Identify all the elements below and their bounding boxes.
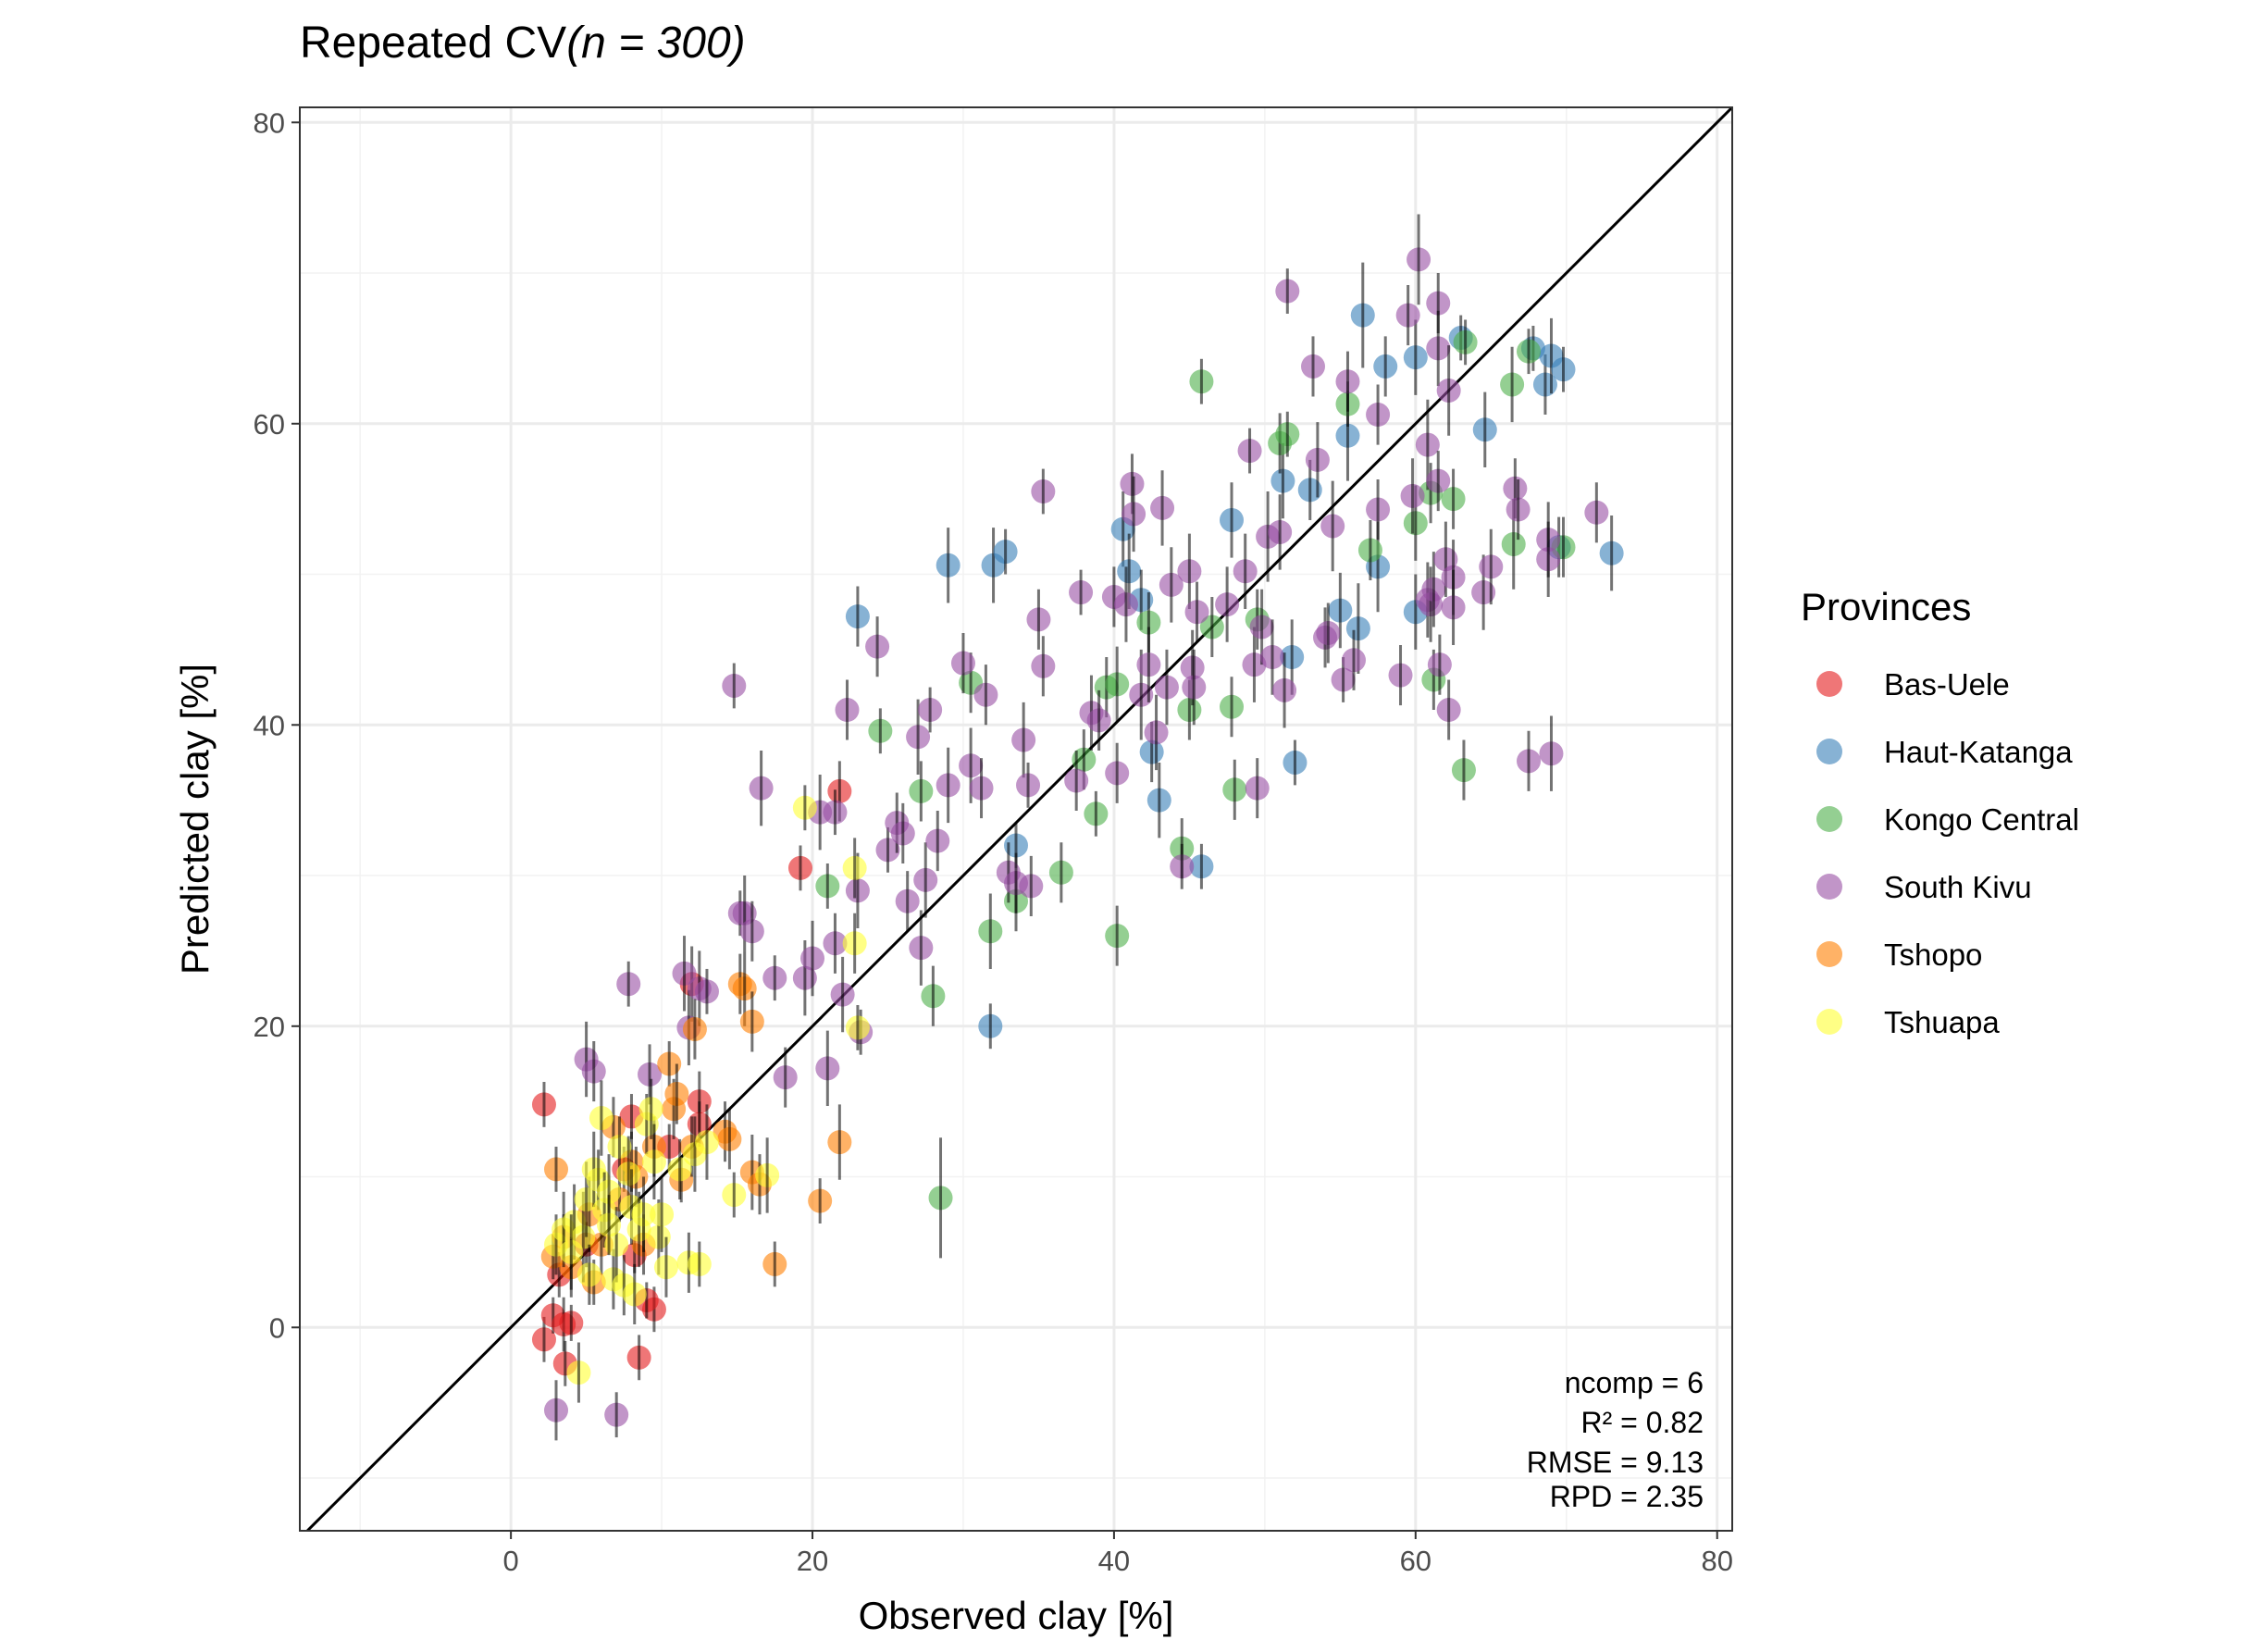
legend-key-tshuapa [1816, 1009, 1842, 1035]
legend-label-bas-uele: Bas-Uele [1884, 667, 2010, 702]
stat-rpd: RPD = 2.35 [1550, 1480, 1704, 1513]
stat-ncomp: ncomp = 6 [1565, 1366, 1704, 1399]
y-tick-label: 80 [254, 106, 285, 139]
y-axis-title: Predicted clay [%] [173, 664, 217, 975]
axis-ticks: 0 20 40 60 80 0 20 40 60 80 [254, 106, 1733, 1577]
y-tick-label: 0 [269, 1311, 285, 1344]
legend-item-haut-katanga: Haut-Katanga [1816, 735, 2073, 769]
series-kongo-central [815, 319, 1576, 1259]
legend-label-kongo-central: Kongo Central [1884, 802, 2079, 837]
legend-key-haut-katanga [1816, 739, 1842, 764]
legend-item-south-kivu: South Kivu [1816, 870, 2032, 904]
reference-line-1to1 [306, 106, 1734, 1533]
stat-rmse: RMSE = 9.13 [1527, 1446, 1704, 1479]
legend-label-south-kivu: South Kivu [1884, 870, 2032, 904]
legend-key-kongo-central [1816, 806, 1842, 832]
plot-border [299, 106, 1733, 1532]
legend-label-tshopo: Tshopo [1884, 938, 1982, 972]
y-tick-label: 20 [254, 1011, 285, 1043]
legend-key-south-kivu [1816, 874, 1842, 900]
legend-item-kongo-central: Kongo Central [1816, 802, 2079, 837]
reference-line-group [306, 106, 1734, 1533]
chart-title: Repeated CV(n = 300) [300, 19, 746, 68]
legend-title: Provinces [1801, 585, 1971, 628]
data-points [531, 214, 1624, 1441]
y-tick-label: 40 [254, 709, 285, 741]
x-tick-label: 20 [797, 1545, 828, 1577]
chart-title-n: (n = 300) [566, 19, 745, 68]
legend-label-haut-katanga: Haut-Katanga [1884, 735, 2073, 769]
legend-item-tshuapa: Tshuapa [1816, 1005, 2000, 1039]
x-tick-label: 40 [1098, 1545, 1130, 1577]
x-axis-title: Observed clay [%] [859, 1594, 1174, 1637]
chart-title-main: Repeated CV [300, 19, 566, 68]
stat-r2: R² = 0.82 [1580, 1406, 1704, 1439]
legend-key-bas-uele [1816, 671, 1842, 697]
legend-item-bas-uele: Bas-Uele [1816, 667, 2010, 702]
x-tick-label: 0 [503, 1545, 519, 1577]
series-south-kivu [544, 214, 1609, 1441]
series-tshuapa [544, 785, 870, 1403]
legend-key-tshopo [1816, 941, 1842, 967]
x-tick-label: 60 [1400, 1545, 1431, 1577]
stats-annotation: ncomp = 6 R² = 0.82 RMSE = 9.13 RPD = 2.… [1527, 1366, 1704, 1513]
legend-item-tshopo: Tshopo [1816, 938, 1982, 972]
x-tick-label: 80 [1701, 1545, 1732, 1577]
legend: Provinces Bas-Uele Haut-Katanga Kongo Cent… [1801, 585, 2079, 1039]
y-tick-label: 60 [254, 408, 285, 441]
legend-label-tshuapa: Tshuapa [1884, 1005, 2000, 1039]
